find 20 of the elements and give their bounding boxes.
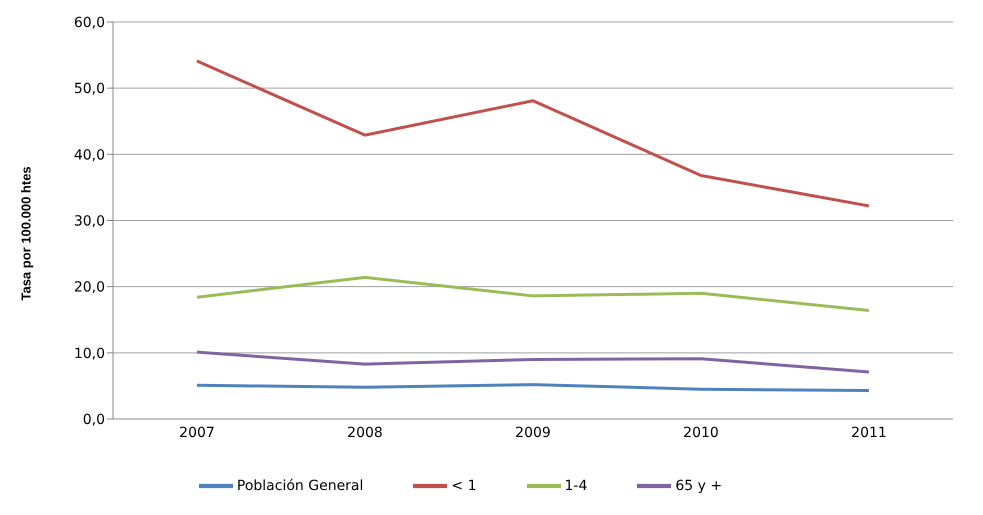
x-tick-label: 2010: [683, 424, 719, 441]
y-tick-label: 10,0: [74, 346, 105, 362]
x-tick-label: 2009: [515, 424, 551, 441]
line-series: [196, 350, 870, 374]
x-tick-label: 2007: [179, 424, 215, 441]
legend-label: < 1: [451, 478, 476, 494]
legend-label: 65 y +: [675, 478, 722, 494]
y-tick-label: 50,0: [74, 81, 105, 98]
y-tick-label: 0,0: [82, 412, 105, 428]
y-tick-label: 30,0: [74, 213, 105, 230]
y-tick-label: 20,0: [74, 280, 105, 296]
line-series: [196, 276, 870, 312]
y-tick-label: 60,0: [74, 14, 105, 31]
x-tick-label: 2011: [851, 424, 887, 441]
line-series: [196, 60, 870, 208]
y-tick-label: 40,0: [74, 147, 105, 164]
legend-label: 1-4: [564, 478, 588, 494]
x-tick-label: 2008: [347, 424, 383, 441]
y-axis-title: Tasa por 100.000 htes: [18, 166, 34, 300]
legend-label: Población General: [236, 478, 364, 494]
